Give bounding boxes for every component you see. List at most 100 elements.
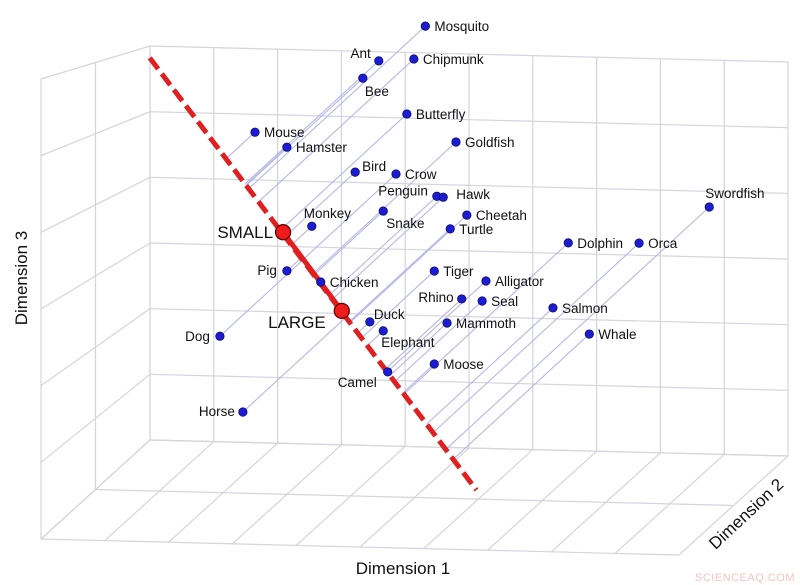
gridline-floor-horizontal [40, 538, 680, 556]
point-label: Penguin [378, 183, 428, 198]
data-point [378, 326, 388, 336]
projection-line [432, 242, 640, 434]
point-label: Monkey [304, 206, 352, 221]
point-label: Whale [598, 327, 636, 342]
point-label: Tiger [443, 264, 474, 279]
projection-line [313, 210, 384, 276]
data-point [584, 329, 594, 339]
point-label: Turtle [459, 222, 493, 237]
projection-line [244, 60, 380, 185]
data-points: Mosquito Ant Chipmunk Bee Butterfly MouseHams… [185, 19, 764, 419]
gridline-floor-horizontal [149, 439, 789, 457]
data-point [451, 137, 461, 147]
size-axis: SMALL LARGE [147, 56, 479, 492]
point-label: Dog [185, 329, 210, 344]
point-label: Camel [338, 375, 377, 390]
projection-line [258, 58, 415, 203]
gridline-back-horizontal [149, 242, 789, 260]
projection-line [302, 173, 397, 261]
projection-line [384, 298, 463, 370]
projection-line [445, 206, 710, 450]
data-point [250, 127, 260, 137]
point-label: Bee [365, 84, 389, 99]
point-label: Bird [362, 159, 386, 174]
point-label: Goldfish [465, 135, 515, 150]
point-label: Cheetah [476, 208, 527, 223]
point-label: Orca [648, 236, 678, 251]
size-marker [274, 224, 292, 241]
data-point [442, 318, 452, 328]
data-point [282, 266, 292, 276]
projection-line [386, 280, 487, 373]
point-label: Butterfly [416, 107, 466, 122]
projection-line [242, 316, 347, 413]
projection-line [402, 363, 435, 394]
data-point [282, 142, 292, 152]
grid [40, 45, 789, 556]
projection-line [394, 300, 483, 383]
data-point [457, 294, 467, 304]
data-point [429, 359, 439, 369]
z-axis-title: Dimension 3 [12, 231, 31, 326]
point-label: Hamster [296, 140, 348, 155]
projection-line [328, 195, 438, 296]
data-point [445, 224, 455, 234]
data-point [420, 21, 430, 31]
data-point [462, 210, 472, 220]
gridline-back-horizontal [149, 111, 789, 129]
data-point [215, 331, 225, 341]
data-point [391, 169, 401, 179]
data-point [429, 266, 439, 276]
projection-line [248, 25, 426, 190]
size-marker [333, 302, 350, 320]
data-point [358, 73, 368, 83]
data-point [704, 202, 714, 212]
point-label: Elephant [381, 335, 435, 350]
watermark: SCIENCEAQ.COM [695, 572, 795, 584]
point-label: Crow [405, 167, 437, 182]
point-label: Hawk [456, 187, 490, 202]
data-point [350, 167, 360, 177]
data-point [402, 109, 412, 119]
data-point [378, 206, 388, 216]
projection-line [426, 307, 554, 425]
gridline-back-horizontal [149, 308, 789, 326]
projection-line [245, 146, 288, 186]
data-point [383, 367, 393, 377]
point-label: Chicken [330, 275, 379, 290]
gridline-back-horizontal [149, 373, 789, 391]
projection-line [284, 171, 356, 238]
point-label: Swordfish [705, 186, 764, 201]
point-label: Mouse [264, 125, 305, 140]
data-point [548, 303, 558, 313]
data-point [316, 277, 326, 287]
data-point [238, 407, 248, 417]
size-marker-label: SMALL [217, 223, 273, 242]
gridline-back-horizontal [149, 45, 789, 63]
x-axis-title: Dimension 1 [356, 559, 451, 578]
point-label: Rhino [418, 290, 453, 305]
point-label: Chipmunk [423, 52, 484, 67]
projection-line [225, 131, 256, 160]
gridline-floor-horizontal [95, 488, 734, 507]
data-point [365, 317, 375, 327]
projection-line [245, 77, 364, 186]
data-point [307, 221, 317, 231]
point-label: Horse [199, 404, 235, 419]
projection-line [348, 228, 451, 323]
projection-line [361, 270, 435, 339]
point-label: Duck [374, 307, 405, 322]
point-label: Pig [257, 263, 277, 278]
projection-lines [219, 25, 710, 460]
gridline-back-horizontal [149, 176, 789, 194]
projection-line [389, 322, 448, 376]
projection-line [452, 333, 590, 460]
y-axis-title: Dimension 2 [705, 475, 787, 553]
point-label: Seal [491, 294, 518, 309]
data-point [409, 54, 419, 64]
point-label: Alligator [495, 274, 544, 289]
point-label: Dolphin [577, 236, 623, 251]
data-point [374, 56, 384, 66]
projection-line [403, 242, 569, 395]
